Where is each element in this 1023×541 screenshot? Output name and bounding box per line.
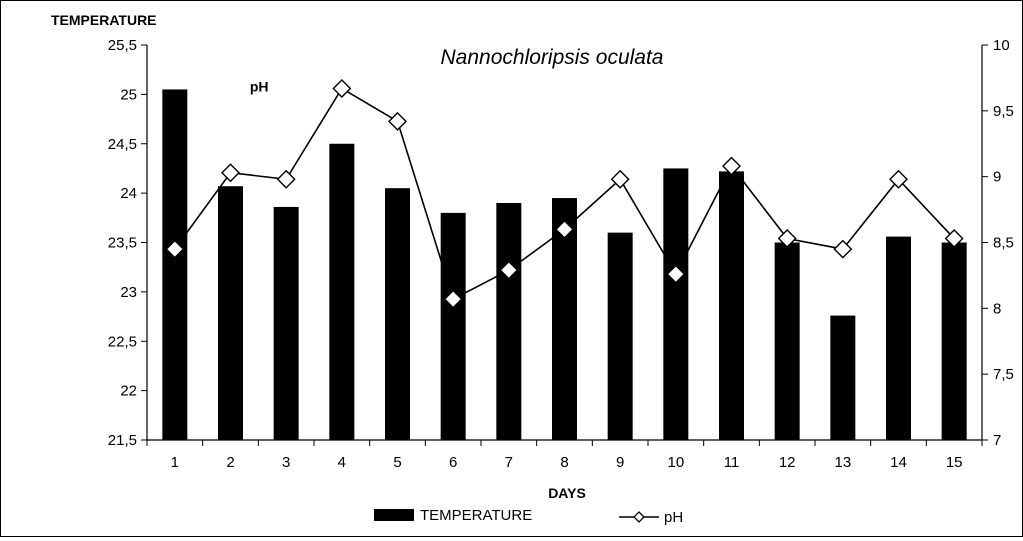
plot-layer: 21,52222,52323,52424,52525,577,588,599,5… [108,37,1014,471]
left-tick-label: 23 [120,284,137,301]
ph-point [777,229,797,249]
ph-point [332,78,352,98]
ph-point [944,229,964,249]
x-tick-label: 15 [946,454,963,471]
temperature-bar [774,242,800,440]
ph-point [443,289,463,309]
x-tick-label: 6 [449,454,457,471]
right-tick-label: 8 [993,300,1001,317]
temperature-bar [218,186,243,440]
left-tick-label: 23,5 [108,235,137,252]
chart-title: Nannochloripsis oculata [441,46,664,69]
legend-marker-ph [633,511,645,523]
ph-point [555,219,574,239]
left-tick-label: 22 [120,383,137,400]
legend: TEMPERATURE pH [374,507,683,526]
ph-point [666,264,686,284]
x-tick-label: 9 [616,454,624,471]
temperature-bar [663,168,689,440]
temperature-bar [385,188,410,440]
temperature-bar [273,206,299,440]
temperature-bar [719,171,744,440]
temperature-bar [496,203,522,440]
x-tick-label: 13 [834,454,851,471]
right-tick-label: 9 [993,169,1001,186]
ph-point [499,260,519,280]
legend-swatch-temperature [374,509,414,521]
temperature-bar [607,232,633,440]
ph-annotation: pH [250,78,269,94]
left-tick-label: 22,5 [108,333,137,350]
legend-label-ph: pH [664,509,683,526]
left-tick-label: 24 [120,185,137,202]
ph-point [889,169,908,189]
x-tick-label: 7 [505,454,513,471]
left-tick-label: 25 [120,86,137,103]
left-tick-label: 25,5 [108,37,137,54]
x-tick-label: 12 [779,454,796,471]
temperature-bar [886,236,911,440]
x-tick-label: 4 [338,454,346,471]
x-tick-label: 14 [890,454,907,471]
left-axis-title: TEMPERATURE [51,12,157,28]
ph-point [722,156,741,176]
ph-point [165,239,185,259]
temperature-bar [830,315,856,440]
ph-point [388,111,407,131]
left-tick-label: 21,5 [108,432,137,449]
ph-point [276,169,296,189]
x-tick-label: 5 [393,454,401,471]
temperature-bar [162,89,188,440]
x-tick-label: 8 [560,454,568,471]
right-tick-label: 9,5 [993,103,1014,120]
x-tick-label: 3 [282,454,290,471]
ph-point [221,163,240,183]
right-tick-label: 7,5 [993,366,1014,383]
right-tick-label: 10 [993,37,1010,54]
x-tick-label: 10 [667,454,684,471]
left-tick-label: 24,5 [108,136,137,153]
ph-point [610,169,630,189]
temperature-bar [941,242,967,440]
right-tick-label: 7 [993,432,1001,449]
x-axis-title: DAYS [548,485,586,501]
ph-point [833,239,853,259]
x-tick-label: 1 [171,454,179,471]
x-tick-label: 2 [226,454,234,471]
x-tick-label: 11 [724,454,740,471]
temperature-bar [329,143,355,440]
right-tick-label: 8,5 [993,235,1014,252]
legend-label-temperature: TEMPERATURE [420,507,532,524]
temperature-bar [440,212,466,440]
